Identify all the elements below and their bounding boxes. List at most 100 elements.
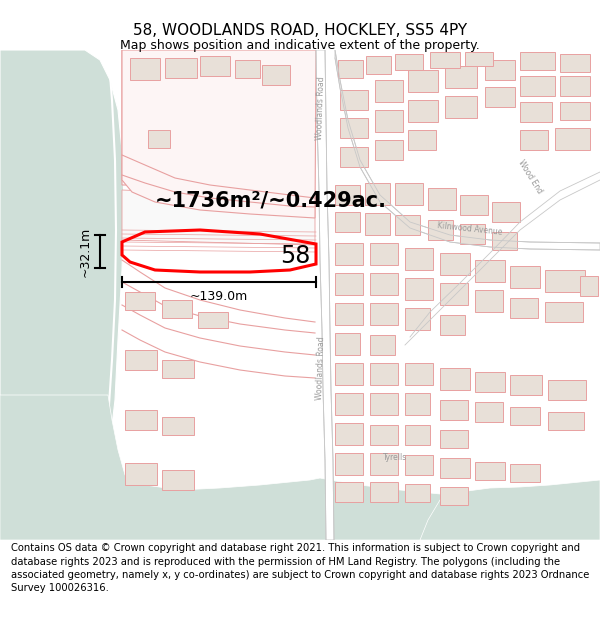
Bar xyxy=(335,333,360,355)
Bar xyxy=(560,102,590,120)
Bar xyxy=(395,215,420,235)
Polygon shape xyxy=(122,190,315,245)
Bar xyxy=(375,80,403,102)
Bar xyxy=(198,312,228,328)
Bar xyxy=(520,52,555,70)
Text: ~32.1m: ~32.1m xyxy=(79,226,92,277)
Bar xyxy=(335,393,363,415)
Bar xyxy=(200,56,230,76)
Bar xyxy=(162,360,194,378)
Bar xyxy=(370,363,398,385)
Bar xyxy=(520,102,552,122)
Bar xyxy=(375,140,403,160)
Bar xyxy=(428,188,456,210)
Bar xyxy=(408,70,438,92)
Bar xyxy=(395,183,423,205)
Bar xyxy=(365,183,390,205)
Bar xyxy=(335,453,363,475)
Bar xyxy=(492,232,517,250)
Bar xyxy=(430,52,460,68)
Bar xyxy=(510,266,540,288)
Bar xyxy=(335,212,360,232)
Bar xyxy=(148,130,170,148)
Bar xyxy=(548,380,586,400)
Text: Map shows position and indicative extent of the property.: Map shows position and indicative extent… xyxy=(120,39,480,52)
Text: Kilnwood Avenue: Kilnwood Avenue xyxy=(437,221,503,237)
Bar xyxy=(370,425,398,445)
Bar xyxy=(460,195,488,215)
Bar xyxy=(366,56,391,74)
Bar xyxy=(475,462,505,480)
Bar xyxy=(465,52,493,66)
Bar xyxy=(405,425,430,445)
Bar xyxy=(440,400,468,420)
Bar xyxy=(340,118,368,138)
Bar xyxy=(510,375,542,395)
Bar xyxy=(440,368,470,390)
Bar xyxy=(370,303,398,325)
Bar xyxy=(405,393,430,415)
Bar xyxy=(560,76,590,96)
Text: Tyrells: Tyrells xyxy=(383,454,407,462)
Bar xyxy=(370,243,398,265)
Bar xyxy=(440,487,468,505)
Text: Woodlands Road: Woodlands Road xyxy=(316,76,326,140)
Bar xyxy=(370,482,398,502)
Polygon shape xyxy=(420,480,600,540)
Bar xyxy=(125,463,157,485)
Bar xyxy=(125,292,155,310)
Bar xyxy=(338,60,363,78)
Bar xyxy=(510,464,540,482)
Bar xyxy=(125,350,157,370)
Polygon shape xyxy=(316,50,334,540)
Bar xyxy=(165,58,197,78)
Bar xyxy=(475,260,505,282)
Bar xyxy=(262,65,290,85)
Bar xyxy=(428,220,453,240)
Bar xyxy=(460,224,485,244)
Bar xyxy=(370,273,398,295)
Bar xyxy=(520,130,548,150)
Bar xyxy=(510,298,538,318)
Bar xyxy=(492,202,520,222)
Bar xyxy=(510,407,540,425)
Bar xyxy=(162,300,192,318)
Bar xyxy=(370,453,398,475)
Bar xyxy=(408,130,436,150)
Bar xyxy=(335,303,363,325)
Bar xyxy=(475,372,505,392)
Bar xyxy=(235,60,260,78)
Bar xyxy=(545,270,585,292)
Bar xyxy=(475,402,503,422)
Bar xyxy=(440,253,470,275)
Bar xyxy=(440,458,470,478)
Bar xyxy=(555,128,590,150)
Bar xyxy=(405,363,433,385)
Bar xyxy=(162,470,194,490)
Bar xyxy=(475,290,503,312)
Bar xyxy=(560,54,590,72)
Bar xyxy=(370,335,395,355)
Bar xyxy=(405,308,430,330)
Bar xyxy=(405,248,433,270)
Polygon shape xyxy=(335,50,600,250)
Bar xyxy=(440,430,468,448)
Bar xyxy=(335,423,363,445)
Bar xyxy=(335,185,360,205)
Bar xyxy=(545,302,583,322)
Text: Contains OS data © Crown copyright and database right 2021. This information is : Contains OS data © Crown copyright and d… xyxy=(11,543,589,593)
Bar xyxy=(162,417,194,435)
Polygon shape xyxy=(0,50,124,540)
Bar xyxy=(335,273,363,295)
Polygon shape xyxy=(122,50,316,218)
Bar xyxy=(485,60,515,80)
Bar xyxy=(580,276,598,296)
Bar xyxy=(405,278,433,300)
Text: 58: 58 xyxy=(280,244,310,268)
Bar xyxy=(548,412,584,430)
Text: Woodlands Road: Woodlands Road xyxy=(316,336,326,400)
Bar xyxy=(125,410,157,430)
Bar xyxy=(335,243,363,265)
Text: ~1736m²/~0.429ac.: ~1736m²/~0.429ac. xyxy=(155,190,387,210)
Bar xyxy=(340,147,368,167)
